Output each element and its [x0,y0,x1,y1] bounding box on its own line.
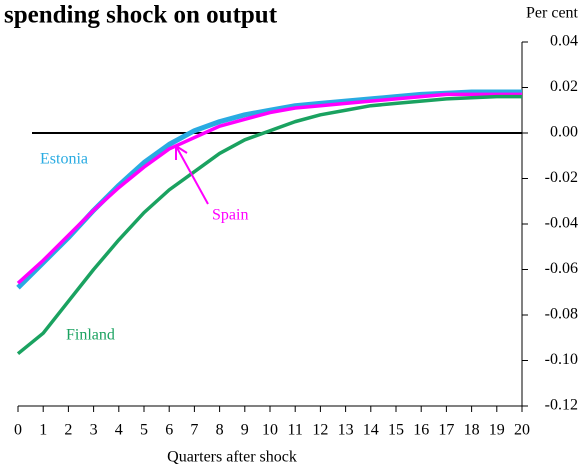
x-tick-label: 17 [438,422,454,439]
y-tick-label: -0.06 [545,260,578,277]
x-tick-label: 3 [90,422,98,439]
x-axis-label: Quarters after shock [167,449,297,466]
chart-title: spending shock on output [4,2,278,29]
x-tick-label: 4 [115,422,123,439]
x-tick-label: 5 [140,422,148,439]
series-label: Estonia [40,151,88,168]
y-tick-label: -0.12 [545,397,578,414]
x-tick-label: 8 [216,422,224,439]
x-tick-label: 0 [14,422,22,439]
x-tick-label: 1 [39,422,47,439]
arrow [175,145,209,205]
x-tick-label: 12 [312,422,328,439]
y-tick-label: -0.02 [545,169,578,186]
x-tick-label: 19 [489,422,505,439]
series-label: Spain [212,207,248,224]
series-line [16,94,522,356]
x-tick-label: 9 [241,422,249,439]
y-tick-label: 0.04 [550,33,578,50]
series-label: Finland [66,327,115,344]
x-tick-label: 14 [363,422,379,439]
series-line [16,92,522,285]
x-tick-label: 2 [64,422,72,439]
x-tick-label: 18 [464,422,480,439]
arrow-head [175,145,188,160]
y-tick-label: -0.04 [545,215,578,232]
y-tick-label: -0.08 [545,306,578,323]
x-tick-label: 10 [262,422,278,439]
x-tick-label: 15 [388,422,404,439]
x-tick-label: 11 [287,422,302,439]
x-tick-label: 7 [190,422,198,439]
y-tick-label: 0.00 [550,124,578,141]
x-tick-label: 20 [514,422,530,439]
x-tick-label: 16 [413,422,429,439]
x-tick-label: 6 [165,422,173,439]
y-tick-label: 0.02 [550,78,578,95]
y-tick-label: -0.10 [545,351,578,368]
x-tick-label: 13 [338,422,354,439]
series-line [16,89,522,290]
y-unit: Per cent [526,5,579,22]
